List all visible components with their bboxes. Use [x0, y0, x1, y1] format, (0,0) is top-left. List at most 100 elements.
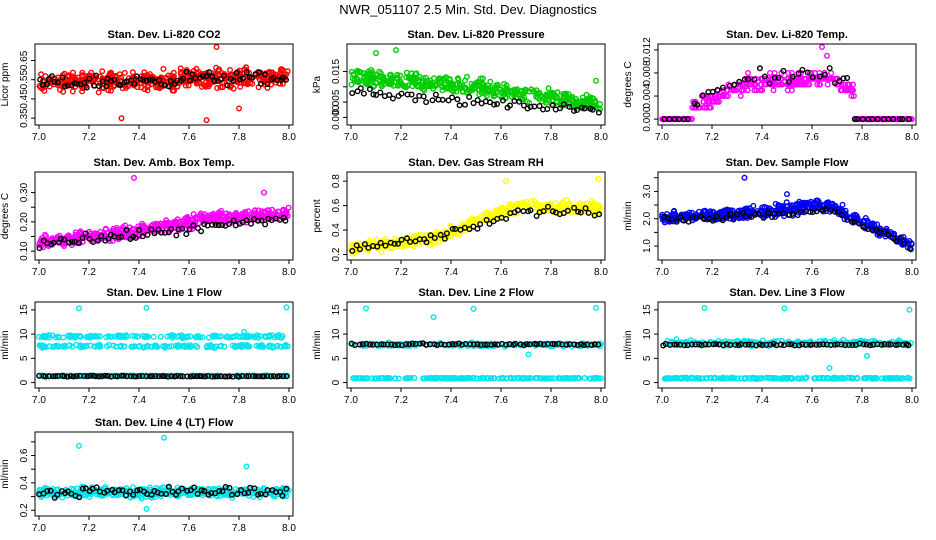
- data-point: [705, 212, 712, 219]
- data-point: [511, 97, 518, 104]
- data-point: [253, 211, 260, 218]
- data-point: [490, 90, 497, 97]
- data-point: [684, 116, 691, 123]
- data-point: [474, 97, 481, 104]
- data-point: [394, 71, 401, 78]
- data-point: [136, 227, 143, 234]
- data-point: [36, 333, 43, 340]
- data-point: [430, 314, 437, 321]
- data-point: [135, 223, 142, 230]
- y-tick-label: 15: [331, 304, 342, 316]
- data-point: [416, 83, 423, 90]
- data-point: [398, 90, 405, 97]
- data-point: [742, 213, 749, 220]
- data-point: [377, 89, 384, 96]
- data-point: [102, 225, 109, 232]
- data-point: [503, 85, 510, 92]
- data-point: [594, 202, 601, 209]
- data-point: [699, 210, 706, 217]
- data-point: [719, 84, 726, 91]
- data-point: [403, 84, 410, 91]
- x-tick-label: 8.0: [905, 132, 919, 143]
- plot-frame: [346, 43, 606, 126]
- data-point: [209, 213, 216, 220]
- data-point: [412, 232, 419, 239]
- data-point: [165, 83, 172, 90]
- x-tick-label: 7.2: [82, 132, 96, 143]
- data-point: [666, 116, 673, 123]
- data-point: [723, 214, 730, 221]
- data-point: [699, 92, 706, 99]
- data-point: [727, 210, 734, 217]
- data-point: [592, 97, 599, 104]
- x-tick-label: 8.0: [282, 395, 296, 406]
- data-point: [751, 76, 758, 83]
- data-point: [151, 230, 158, 237]
- data-point: [694, 101, 701, 108]
- x-tick-label: 7.8: [232, 395, 246, 406]
- y-tick-label: 0.30: [19, 182, 30, 202]
- data-point: [844, 81, 851, 88]
- data-point: [889, 234, 896, 241]
- data-point: [531, 103, 538, 110]
- data-point: [812, 375, 819, 382]
- data-point: [158, 229, 165, 236]
- data-point: [760, 214, 767, 221]
- data-point: [745, 69, 752, 76]
- data-point: [854, 375, 861, 382]
- data-point: [449, 225, 456, 232]
- data-point: [203, 73, 210, 80]
- data-point: [219, 221, 226, 228]
- y-tick-label: 0.012: [642, 37, 653, 62]
- data-point: [832, 374, 839, 381]
- x-tick-label: 7.2: [394, 267, 408, 278]
- data-point: [723, 87, 730, 94]
- data-point: [36, 342, 43, 349]
- data-point: [500, 205, 507, 212]
- data-point: [427, 232, 434, 239]
- data-point: [713, 98, 720, 105]
- data-point: [396, 375, 403, 382]
- data-point: [518, 87, 525, 94]
- data-point: [199, 73, 206, 80]
- data-point: [348, 81, 355, 88]
- data-point: [177, 65, 184, 72]
- data-point: [99, 68, 106, 75]
- y-axis-label: ml/min: [623, 201, 634, 230]
- data-points: [659, 44, 915, 123]
- y-tick-label: 0.000: [331, 104, 342, 129]
- panel-title: Stan. Dev. Gas Stream RH: [408, 157, 544, 169]
- y-tick-label: 15: [19, 304, 30, 316]
- data-point: [527, 207, 534, 214]
- data-point: [408, 91, 415, 98]
- data-point: [179, 219, 186, 226]
- data-point: [133, 73, 140, 80]
- data-point: [214, 84, 221, 91]
- data-point: [139, 233, 146, 240]
- data-point: [373, 50, 380, 57]
- data-point: [179, 75, 186, 82]
- data-point: [398, 236, 405, 243]
- data-point: [364, 375, 371, 382]
- data-point: [786, 78, 793, 85]
- data-point: [360, 90, 367, 97]
- data-point: [520, 208, 527, 215]
- y-tick-label: 0.015: [331, 59, 342, 84]
- data-point: [54, 79, 61, 86]
- data-point: [386, 91, 393, 98]
- data-point: [483, 92, 490, 99]
- data-point: [393, 47, 400, 54]
- data-point: [43, 81, 50, 88]
- data-point: [588, 203, 595, 210]
- data-point: [423, 79, 430, 86]
- data-point: [885, 231, 892, 238]
- data-point: [737, 211, 744, 218]
- data-point: [456, 102, 463, 109]
- data-point: [781, 342, 788, 349]
- data-point: [560, 200, 567, 207]
- data-point: [817, 81, 824, 88]
- data-point: [120, 343, 127, 350]
